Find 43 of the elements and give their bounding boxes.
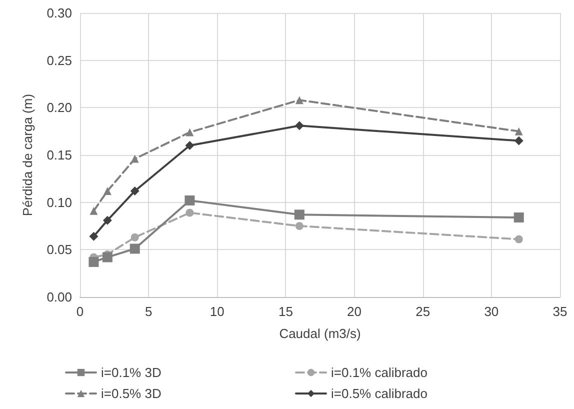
x-tick-label: 15 (278, 304, 293, 319)
point (102, 216, 112, 225)
point (103, 186, 112, 195)
x-tick-label: 0 (76, 304, 84, 319)
point (130, 154, 139, 163)
legend-label: i=0.5% 3D (101, 386, 162, 401)
x-tick-label: 20 (347, 304, 362, 319)
point (130, 233, 139, 242)
point (185, 141, 194, 150)
y-tick-label: 0.05 (46, 242, 72, 258)
point (130, 244, 140, 254)
legend-label: i=0.1% 3D (101, 365, 162, 380)
legend-label: i=0.5% calibrado (331, 386, 428, 401)
point (514, 235, 523, 244)
x-tick-label: 5 (144, 304, 152, 319)
y-axis-title: Pérdida de carga (m) (20, 94, 35, 216)
point (294, 121, 304, 130)
point (514, 136, 524, 146)
y-tick-label: 0.20 (46, 100, 72, 116)
x-axis-title: Caudal (m3/s) (279, 326, 361, 341)
y-tick-label: 0.10 (46, 194, 72, 210)
x-tick-label: 35 (552, 304, 568, 319)
x-tick-label: 30 (484, 304, 499, 319)
point (90, 206, 98, 215)
x-tick-label: 10 (210, 304, 224, 319)
point (186, 128, 194, 136)
legend-label: i=0.1% calibrado (331, 365, 428, 380)
point (89, 232, 98, 241)
y-tick-label: 0.30 (46, 6, 72, 20)
y-tick-label: 0.00 (46, 290, 72, 304)
y-tick-label: 0.15 (46, 148, 72, 162)
point (186, 208, 194, 217)
point (88, 256, 99, 267)
point (514, 212, 524, 222)
point (295, 222, 304, 230)
point (294, 210, 304, 220)
point (514, 127, 523, 136)
point (295, 96, 304, 104)
point (184, 195, 195, 206)
point (130, 186, 140, 196)
x-tick-label: 25 (416, 304, 430, 319)
y-tick-label: 0.25 (46, 52, 72, 68)
point (102, 252, 112, 262)
